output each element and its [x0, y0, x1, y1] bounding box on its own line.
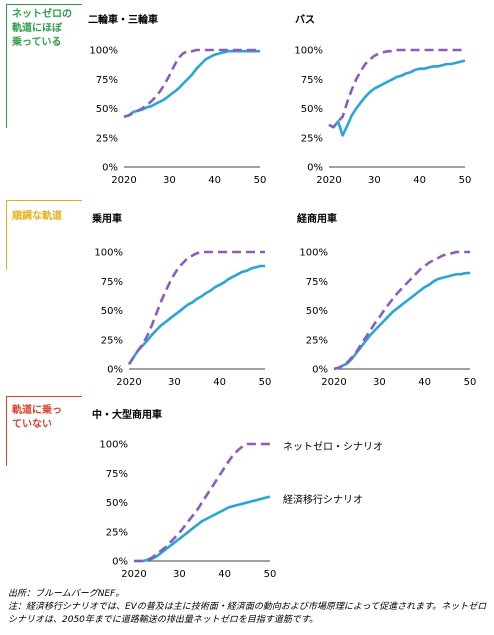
- x-tick-label: 2020: [321, 377, 346, 388]
- section-label: 順調な軌道: [12, 211, 62, 222]
- section-on-track: 順調な軌道: [0, 200, 494, 400]
- chart-title-light-commercial: 経商用車: [297, 214, 337, 225]
- y-tick-label: 100%: [294, 46, 323, 57]
- x-tick-label: 30: [173, 569, 186, 580]
- y-tick-label: 75%: [101, 277, 123, 288]
- series-line-net-zero: [134, 442, 270, 563]
- y-tick-label: 0%: [107, 365, 123, 376]
- footer-source: 出所：ブルームバーグNEF。: [8, 589, 125, 599]
- y-tick-label: 50%: [106, 498, 128, 509]
- x-tick-label: 40: [208, 175, 221, 186]
- y-tick-label: 0%: [312, 365, 328, 376]
- x-tick-label: 2020: [111, 175, 136, 186]
- x-tick-label: 40: [413, 175, 426, 186]
- y-tick-label: 25%: [106, 527, 128, 538]
- y-tick-label: 25%: [96, 133, 118, 144]
- y-tick-label: 75%: [306, 277, 328, 288]
- x-tick-label: 50: [259, 377, 272, 388]
- series-line-net-zero: [333, 250, 470, 371]
- y-tick-label: 100%: [99, 440, 128, 451]
- series-line-economic-transition: [134, 495, 271, 563]
- section-rule: [6, 4, 82, 5]
- chart-two-three-wheelers: 100% 75% 50% 25% 0%2020 30 40 50: [89, 46, 267, 187]
- section-near-net-zero: ネットゼロの 軌道にほぼ 乗っている: [0, 4, 494, 200]
- section-off-track: 軌道に乗っ ていない: [0, 396, 494, 586]
- footer-note: 注：経済移行シナリオでは、EVの普及は主に技術面・経済面の動向および市場原理によ…: [8, 602, 487, 625]
- x-tick-label: 40: [418, 377, 431, 388]
- section-bar: [6, 4, 7, 128]
- y-tick-label: 0%: [112, 557, 128, 568]
- y-tick-label: 75%: [96, 75, 118, 86]
- y-tick-label: 100%: [299, 248, 328, 259]
- x-tick-label: 50: [264, 569, 277, 580]
- y-tick-label: 100%: [89, 46, 118, 57]
- legend-ets: 経済移行シナリオ: [283, 495, 363, 506]
- series-line-economic-transition: [127, 264, 265, 366]
- y-tick-label: 25%: [301, 133, 323, 144]
- y-tick-label: 50%: [306, 306, 328, 317]
- section-bar: [6, 396, 7, 466]
- y-tick-label: 75%: [106, 469, 128, 480]
- x-tick-label: 2020: [316, 175, 341, 186]
- x-tick-label: 2020: [116, 377, 141, 388]
- series-line-net-zero: [123, 48, 260, 118]
- chart-passenger-car: 100% 75% 50% 25% 0%2020 30 40 50: [94, 248, 272, 389]
- x-tick-label: 40: [213, 377, 226, 388]
- y-tick-label: 50%: [301, 104, 323, 115]
- y-tick-label: 50%: [96, 104, 118, 115]
- y-tick-label: 75%: [301, 75, 323, 86]
- chart-light-commercial: 100% 75% 50% 25% 0%2020 30 40 50: [299, 248, 477, 389]
- section-bar: [6, 200, 7, 270]
- y-tick-label: 25%: [306, 335, 328, 346]
- series-line-net-zero: [127, 250, 265, 366]
- chart-title-two-three-wheelers: 二輪車・三輪車: [88, 15, 158, 26]
- x-tick-label: 30: [163, 175, 176, 186]
- series-line-economic-transition: [333, 271, 470, 371]
- footer: 出所：ブルームバーグNEF。 注：経済移行シナリオでは、EVの普及は主に技術面・…: [8, 588, 490, 627]
- y-tick-label: 0%: [307, 163, 323, 174]
- chart-title-bus: バス: [295, 15, 315, 26]
- legend-nzs: ネットゼロ・シナリオ: [283, 442, 383, 453]
- y-tick-label: 100%: [94, 248, 123, 259]
- section-rule: [6, 396, 82, 397]
- series-line-net-zero: [328, 48, 465, 129]
- y-tick-label: 50%: [101, 306, 123, 317]
- chart-medium-heavy-commercial: 100% 75% 50% 25% 0%2020 30 40 50: [99, 440, 277, 581]
- section-label: 軌道に乗っ ていない: [12, 405, 62, 430]
- section-label: ネットゼロの 軌道にほぼ 乗っている: [12, 9, 72, 48]
- x-tick-label: 2020: [121, 569, 146, 580]
- x-tick-label: 30: [373, 377, 386, 388]
- y-tick-label: 0%: [102, 163, 118, 174]
- x-tick-label: 50: [459, 175, 472, 186]
- chart-title-medium-heavy-commercial: 中・大型商用車: [92, 410, 162, 421]
- section-rule: [6, 200, 82, 201]
- y-tick-label: 25%: [101, 335, 123, 346]
- x-tick-label: 30: [368, 175, 381, 186]
- x-tick-label: 50: [464, 377, 477, 388]
- x-tick-label: 40: [218, 569, 231, 580]
- chart-title-passenger-car: 乗用車: [92, 214, 122, 225]
- x-tick-label: 30: [168, 377, 181, 388]
- chart-bus: 100% 75% 50% 25% 0%2020 30 40 50: [294, 46, 472, 187]
- x-tick-label: 50: [254, 175, 267, 186]
- series-line-economic-transition: [328, 59, 466, 137]
